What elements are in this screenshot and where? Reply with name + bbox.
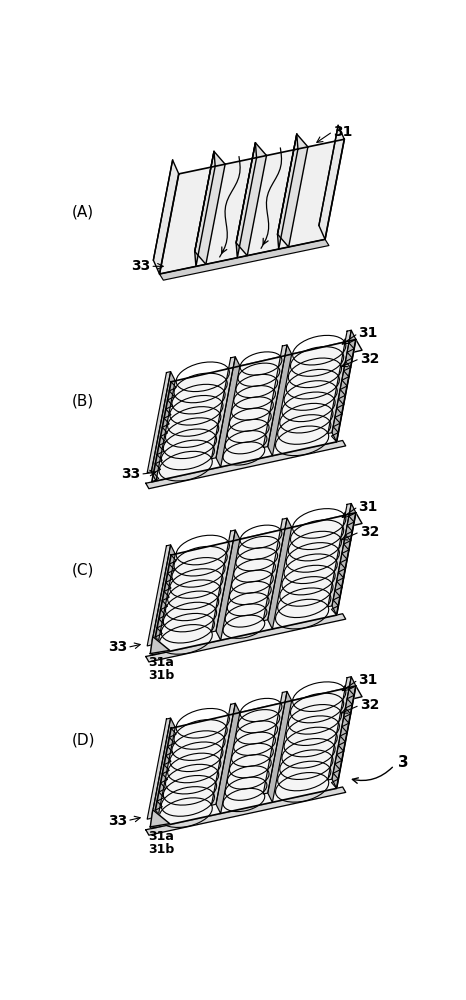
Polygon shape — [263, 345, 287, 448]
Polygon shape — [151, 718, 175, 827]
Text: 31a: 31a — [148, 830, 174, 843]
Text: 3: 3 — [398, 755, 409, 770]
Polygon shape — [226, 686, 362, 726]
Polygon shape — [146, 787, 346, 835]
Text: 31: 31 — [358, 673, 377, 687]
Polygon shape — [195, 151, 225, 264]
Polygon shape — [212, 703, 235, 805]
Polygon shape — [332, 503, 356, 615]
Polygon shape — [236, 143, 257, 258]
Polygon shape — [146, 440, 346, 489]
Text: 31: 31 — [333, 125, 352, 139]
Polygon shape — [263, 691, 287, 794]
Polygon shape — [195, 151, 215, 266]
Polygon shape — [147, 718, 171, 819]
Text: 31a: 31a — [148, 656, 174, 669]
Polygon shape — [268, 518, 292, 629]
Text: 31: 31 — [358, 500, 377, 514]
Polygon shape — [152, 686, 356, 828]
Polygon shape — [150, 637, 170, 654]
Polygon shape — [152, 513, 356, 655]
Polygon shape — [328, 330, 351, 434]
Polygon shape — [212, 357, 235, 459]
Polygon shape — [159, 239, 329, 280]
Polygon shape — [216, 703, 240, 813]
Polygon shape — [151, 372, 175, 481]
Polygon shape — [147, 372, 171, 473]
Text: 33: 33 — [131, 259, 150, 273]
Polygon shape — [150, 810, 170, 827]
Polygon shape — [278, 134, 298, 249]
Polygon shape — [268, 691, 292, 802]
Polygon shape — [332, 677, 356, 788]
Text: 33: 33 — [108, 640, 127, 654]
Polygon shape — [332, 330, 356, 442]
Polygon shape — [328, 503, 351, 607]
Polygon shape — [216, 530, 240, 640]
Text: 32: 32 — [360, 525, 379, 539]
Polygon shape — [151, 545, 175, 654]
Polygon shape — [216, 357, 240, 467]
Text: 31: 31 — [358, 326, 377, 340]
Text: 31b: 31b — [148, 669, 174, 682]
Text: (A): (A) — [72, 205, 94, 220]
Polygon shape — [263, 518, 287, 621]
Polygon shape — [147, 545, 171, 646]
Polygon shape — [319, 125, 344, 239]
Text: (D): (D) — [72, 732, 96, 747]
Polygon shape — [226, 513, 362, 553]
Polygon shape — [153, 160, 179, 274]
Text: 33: 33 — [121, 467, 140, 481]
Polygon shape — [212, 530, 235, 632]
Text: 31b: 31b — [148, 843, 174, 856]
Polygon shape — [226, 339, 362, 380]
Polygon shape — [146, 614, 346, 662]
Polygon shape — [152, 339, 356, 482]
Text: (C): (C) — [72, 563, 94, 578]
Text: 32: 32 — [360, 352, 379, 366]
Polygon shape — [159, 139, 344, 274]
Text: 33: 33 — [108, 814, 127, 828]
Text: 32: 32 — [360, 698, 379, 712]
Polygon shape — [236, 143, 267, 256]
Text: (B): (B) — [72, 394, 94, 409]
Polygon shape — [278, 134, 308, 247]
Polygon shape — [328, 677, 351, 780]
Polygon shape — [268, 345, 292, 456]
